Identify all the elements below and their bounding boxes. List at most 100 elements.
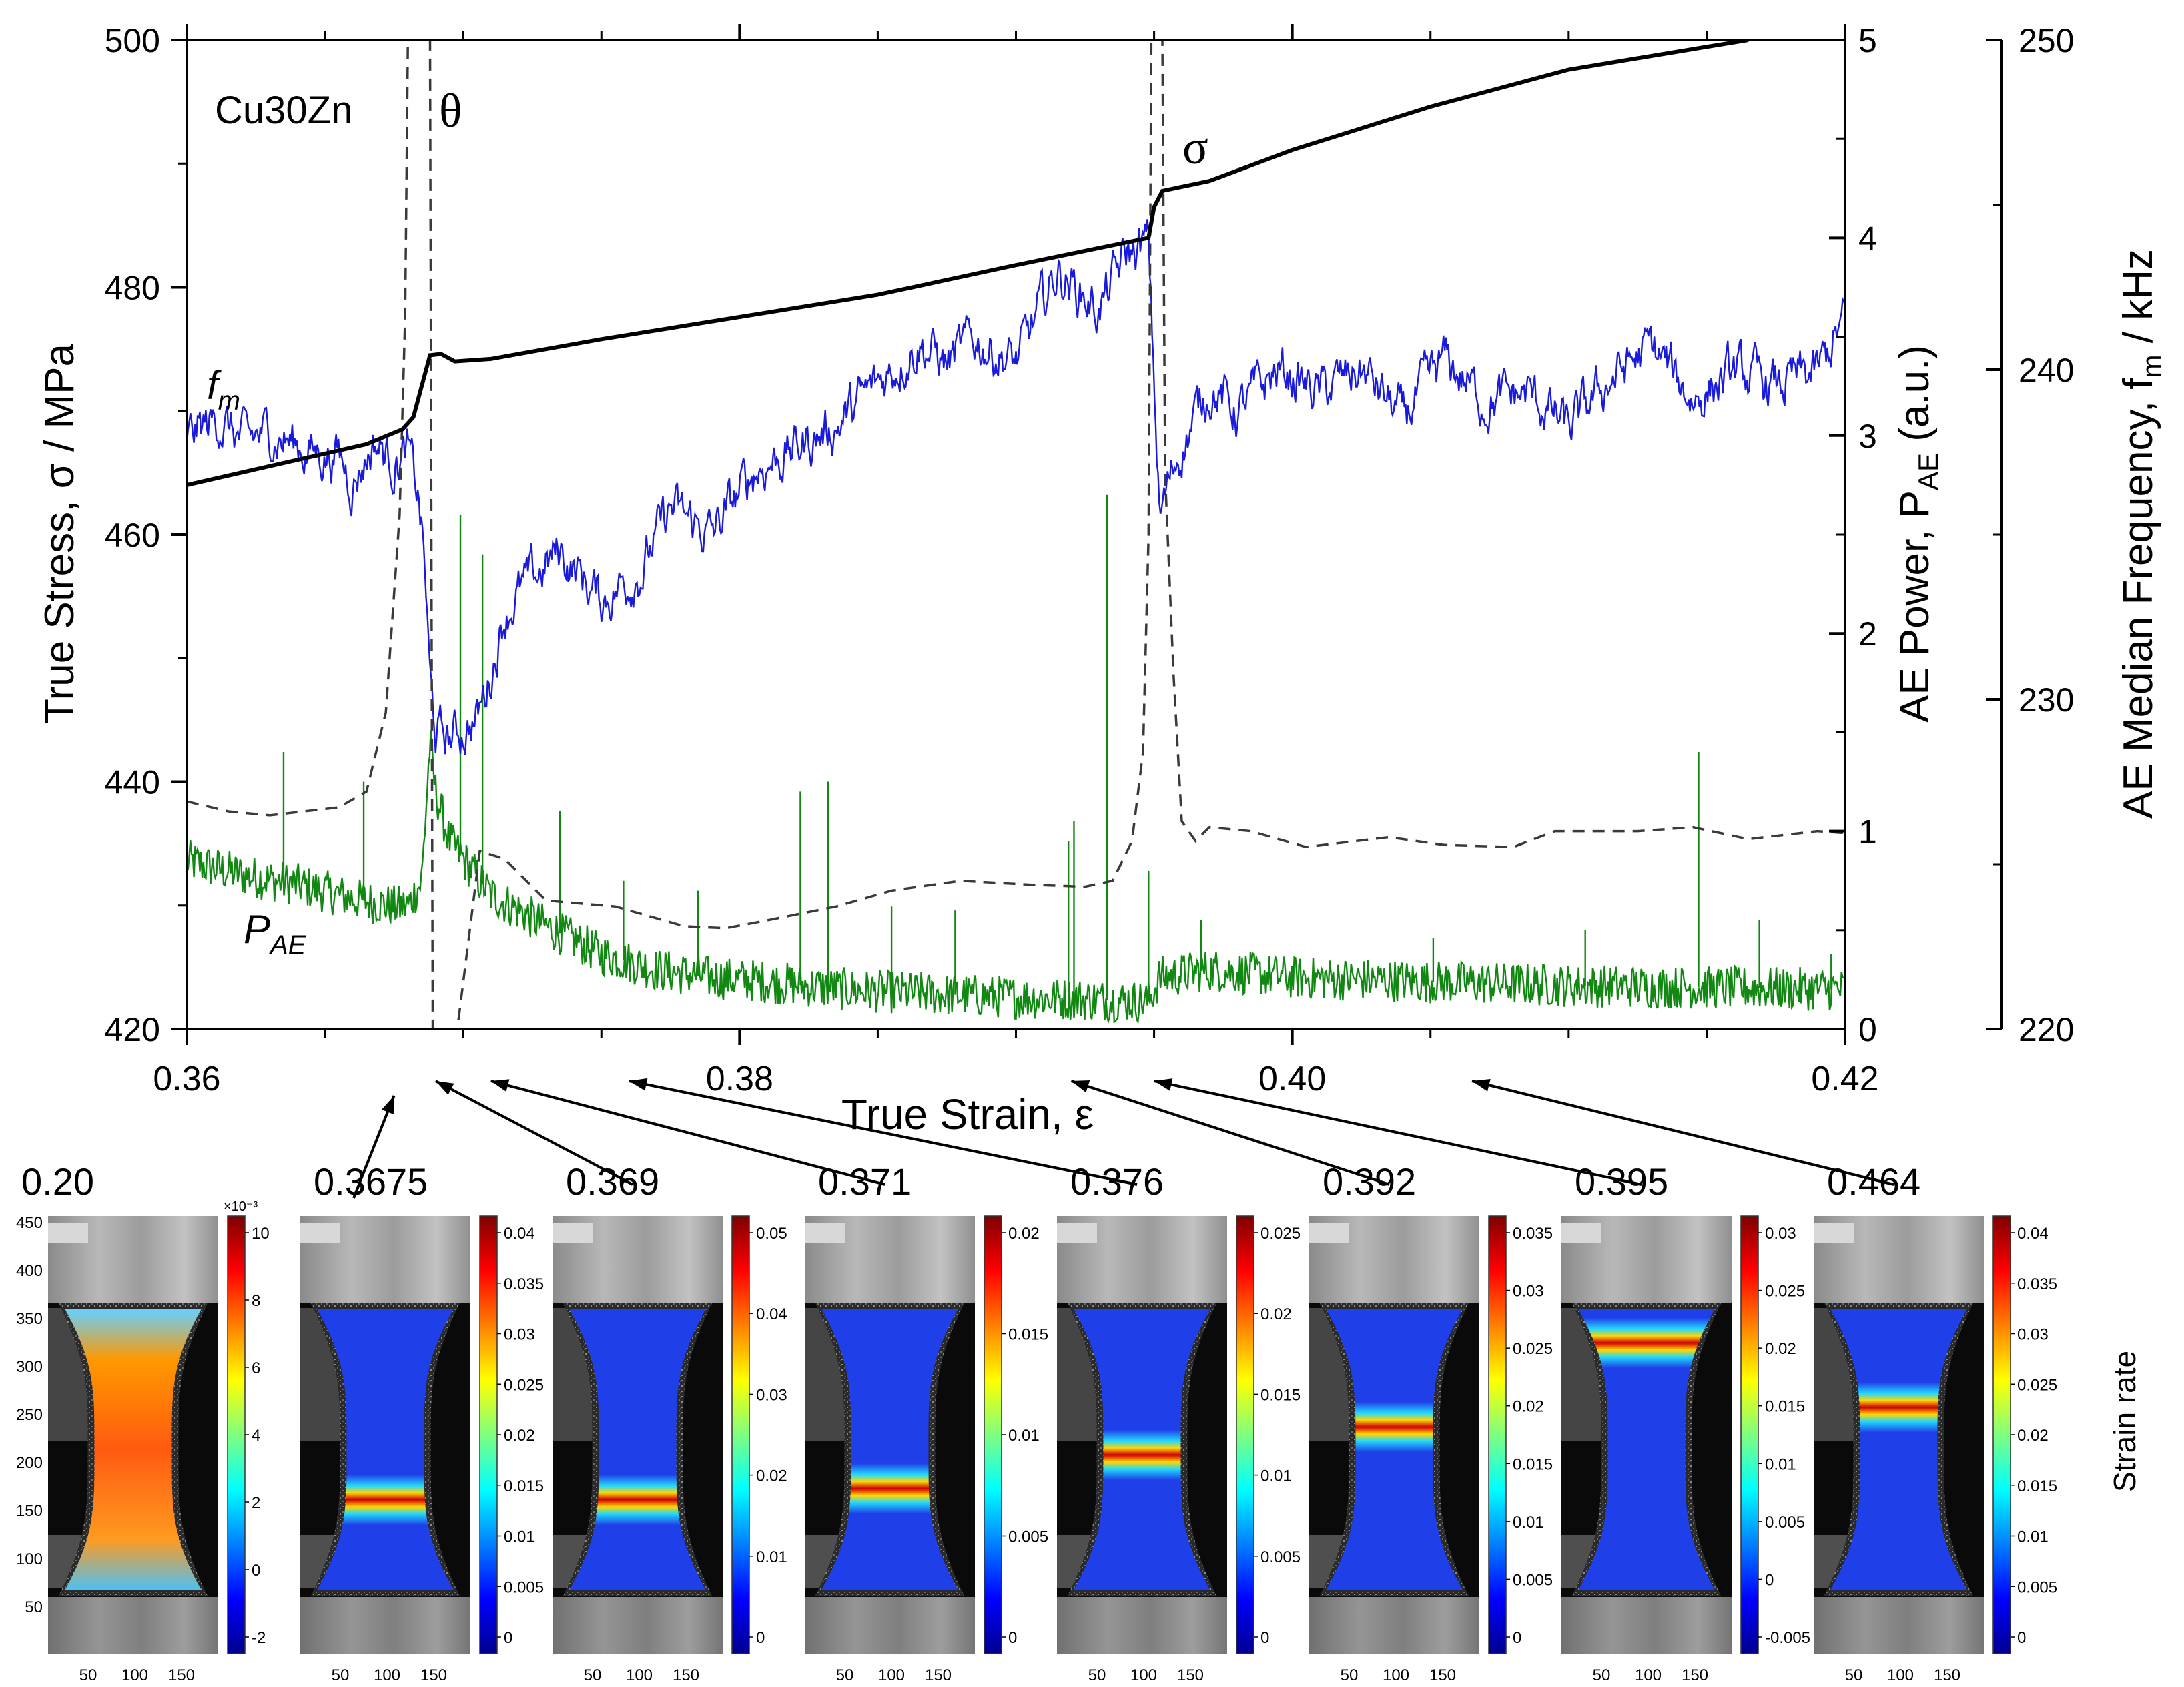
strain-field [569,1309,706,1590]
colorbar-tick-label: 0.05 [756,1225,787,1243]
strain-field [317,1309,454,1590]
map-x-tick-label: 150 [420,1666,447,1684]
colorbar-tick-label: 0.02 [1260,1305,1292,1323]
colorbar-tick-label: 0.04 [756,1305,787,1323]
colorbar-tick-label: 0 [252,1562,260,1580]
colorbar [1740,1215,1759,1654]
map-x-tick-label: 50 [1088,1666,1106,1684]
colorbar-exponent: ×10⁻³ [224,1199,258,1214]
strain-pointer-arrowhead [490,1079,510,1092]
colorbar [1992,1215,2011,1654]
freq-tick-label: 250 [2019,22,2074,59]
colorbar-tick-label: 0.03 [1513,1283,1544,1301]
freq-tick-label: 220 [2019,1011,2074,1048]
x-tick-label: 0.38 [706,1060,773,1098]
colorbar [731,1215,750,1654]
map-y-tick-label: 50 [25,1598,43,1616]
colorbar-tick-label: 0.015 [1513,1455,1553,1473]
colorbar-tick-label: 0.03 [1765,1225,1796,1243]
colorbar [227,1215,246,1654]
colorbar-tick-label: 0.005 [1260,1548,1301,1566]
colorbar [1236,1215,1254,1654]
colorbar-tick-label: -2 [252,1629,266,1647]
x-tick-label: 0.40 [1258,1060,1326,1098]
colorbar-tick-label: 8 [252,1292,260,1310]
map-x-tick-label: 50 [1341,1666,1359,1684]
grip-bottom [1057,1597,1227,1654]
colorbar-tick-label: 0 [756,1629,765,1647]
map-x-tick-label: 100 [1887,1666,1914,1684]
stress-tick-label: 420 [105,1011,160,1048]
colorbar-tick-label: 0.005 [504,1578,544,1596]
strain-pointer-arrowhead [1071,1080,1090,1093]
strain-field [821,1309,958,1590]
colorbar-tick-label: 0.02 [1008,1225,1040,1243]
colorbar-tick-label: 0.025 [504,1376,544,1394]
map-x-tick-label: 150 [168,1666,195,1684]
map-y-tick-label: 150 [16,1502,43,1520]
x-tick-label: 0.36 [153,1060,220,1098]
grip-bottom [48,1597,218,1654]
main-chart: 0.36 0.38 0.40 0.42 420 440 460 480 500 0 1 2 3 4 5 220… [37,22,2167,1138]
colorbar-tick-label: 0.02 [1513,1398,1544,1416]
colorbar-tick-label: 0.005 [1513,1571,1553,1589]
power-tick-label: 2 [1858,615,1877,653]
colorbar-tick-label: 0.035 [2017,1275,2057,1293]
grip-highlight [300,1223,340,1243]
grip-highlight [553,1223,593,1243]
map-x-tick-label: 100 [1130,1666,1157,1684]
strain-pointer-arrow [1070,1080,1390,1186]
tick-layer: 0.36 0.38 0.40 0.42 420 440 460 480 500 0 1 2 3 4 5 220… [105,22,2075,1098]
colorbar-tick-label: 0.015 [504,1477,544,1495]
strain-pointer-arrow [629,1080,1138,1186]
power-axis-title: AE Power, PAE (a.u.) [1892,345,1944,723]
map-x-tick-label: 50 [584,1666,602,1684]
map-x-tick-label: 50 [79,1666,97,1684]
strain-map-panel: 0.464 0.04 0.035 0.03 0.025 0.02 0.015 0.01 0.00… [1814,1160,2057,1684]
map-x-tick-label: 100 [1383,1666,1409,1684]
map-y-tick-label: 100 [16,1550,43,1568]
power-tick-label: 5 [1858,22,1877,59]
colorbar-tick-label: 0.01 [1513,1513,1544,1532]
power-tick-label: 3 [1858,418,1877,455]
series-theta [187,40,1845,1029]
colorbar-tick-label: 0 [1513,1629,1521,1647]
map-y-tick-label: 350 [16,1310,43,1328]
strain-map-panel: 0.3920.0350.030.0250.020.0150.010.005050… [1309,1160,1553,1684]
map-y-tick-label: 400 [16,1262,43,1280]
grip-highlight [1309,1223,1349,1243]
colorbar-tick-label: 0.03 [504,1326,535,1344]
colorbar-tick-label: 0.04 [2017,1225,2049,1243]
strain-pointer-arrowhead [629,1078,648,1091]
grip-bottom [1561,1597,1732,1654]
colorbar-tick-label: 0.005 [1765,1513,1805,1532]
sigma-label: σ [1182,121,1208,174]
series-median-frequency [187,219,1845,755]
colorbar-tick-label: 0 [2017,1629,2026,1647]
series-stress [187,40,1749,487]
stress-tick-label: 460 [105,517,160,554]
strain-arrows [352,1078,1894,1199]
plot-frame [186,39,1846,1030]
stress-axis-title: True Stress, σ / MPa [37,343,83,724]
fm-label: fm [207,363,240,416]
strain-pointer-arrowhead [382,1096,394,1114]
colorbar-tick-label: 0.01 [504,1528,535,1546]
colorbar-tick-label: 0.01 [1260,1467,1292,1485]
colorbar-tick-label: 2 [252,1494,260,1512]
grip-highlight [1814,1223,1854,1243]
pae-label: PAE [244,907,307,960]
freq-tick-label: 230 [2019,681,2074,719]
x-tick-label: 0.42 [1811,1060,1878,1098]
panel-strain-label: 0.20 [21,1160,94,1203]
grip-bottom [1309,1597,1479,1654]
map-x-tick-label: 150 [1177,1666,1204,1684]
colorbar-tick-label: 0.01 [756,1548,787,1566]
colorbar-tick-label: 0.025 [1260,1225,1301,1243]
map-x-tick-label: 50 [836,1666,854,1684]
colorbar [1488,1215,1507,1654]
colorbar-tick-label: 0.035 [1513,1225,1553,1243]
map-x-tick-label: 150 [925,1666,952,1684]
map-x-tick-label: 100 [626,1666,653,1684]
